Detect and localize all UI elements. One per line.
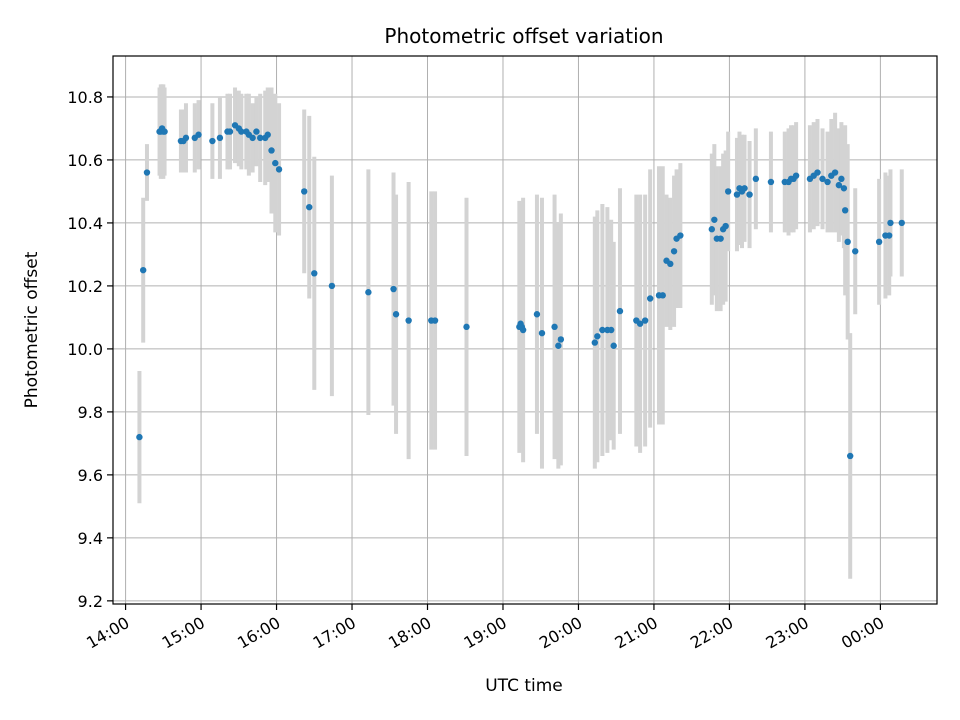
data-point — [819, 175, 826, 183]
data-point — [311, 270, 318, 277]
data-point — [249, 134, 256, 142]
data-point — [431, 317, 439, 324]
x-axis-label: UTC time — [485, 676, 563, 696]
data-point — [272, 159, 279, 167]
data-point — [555, 342, 562, 349]
data-point — [256, 134, 264, 142]
data-point — [238, 128, 245, 135]
data-points — [136, 122, 905, 460]
data-point — [136, 433, 143, 441]
data-point — [875, 238, 883, 246]
data-point — [746, 191, 753, 198]
data-point — [591, 339, 599, 346]
y-axis: 9.2 9.4 9.6 9.8 10.0 10.2 10.4 10.6 10.8 — [67, 88, 113, 611]
data-point — [328, 282, 336, 290]
data-point — [841, 207, 849, 214]
data-point — [306, 203, 313, 211]
data-point — [216, 134, 224, 142]
data-point — [607, 326, 615, 334]
data-point — [670, 248, 678, 255]
data-point — [898, 219, 905, 227]
data-point — [677, 232, 684, 239]
data-point — [646, 295, 654, 302]
data-point — [268, 147, 275, 154]
data-point — [885, 232, 893, 239]
data-point — [724, 188, 732, 195]
y-tick-label: 10.8 — [67, 88, 103, 107]
data-point — [533, 311, 541, 318]
data-point — [182, 134, 190, 142]
data-point — [390, 285, 397, 293]
data-point — [667, 260, 674, 268]
y-tick-label: 9.6 — [78, 466, 103, 485]
y-tick-label: 10.0 — [67, 340, 103, 359]
data-point — [636, 320, 644, 327]
data-point — [599, 326, 606, 334]
data-point — [557, 336, 565, 343]
data-point — [708, 226, 716, 233]
y-tick-label: 10.4 — [67, 214, 103, 233]
plot-area-frame — [112, 55, 938, 605]
data-point — [405, 317, 412, 324]
chart-title: Photometric offset variation — [384, 24, 663, 48]
y-tick-label: 9.2 — [78, 592, 103, 611]
data-point — [887, 219, 894, 227]
data-point — [139, 266, 147, 274]
data-point — [209, 137, 216, 145]
data-point — [463, 323, 470, 331]
data-point — [831, 169, 839, 176]
data-point — [161, 128, 168, 135]
data-point — [594, 333, 601, 340]
data-point — [143, 169, 151, 176]
data-point — [722, 222, 729, 230]
data-point — [519, 326, 527, 334]
data-point — [733, 191, 741, 198]
data-point — [767, 178, 775, 186]
data-point — [551, 323, 558, 331]
y-axis-label: Photometric offset — [22, 251, 42, 408]
y-tick-label: 9.8 — [78, 403, 103, 422]
data-point — [365, 289, 372, 296]
data-point — [275, 166, 283, 173]
y-tick-label: 9.4 — [78, 529, 103, 548]
data-point — [226, 128, 234, 135]
data-point — [835, 181, 843, 189]
data-point — [717, 235, 724, 242]
data-point — [641, 317, 649, 324]
data-point — [301, 188, 308, 195]
data-point — [711, 216, 718, 223]
data-point — [610, 342, 617, 349]
data-point — [752, 175, 760, 183]
data-point — [195, 131, 202, 138]
data-point — [792, 172, 800, 179]
data-point — [846, 452, 854, 460]
data-point — [814, 169, 821, 176]
data-point — [824, 178, 831, 186]
data-point — [741, 185, 748, 192]
data-point — [253, 128, 260, 135]
data-point — [659, 292, 666, 299]
y-tick-label: 10.2 — [67, 277, 103, 296]
data-point — [852, 248, 859, 255]
data-point — [838, 175, 845, 183]
y-tick-label: 10.6 — [67, 151, 103, 170]
data-point — [392, 311, 400, 318]
data-point — [538, 329, 546, 337]
data-point — [844, 238, 851, 246]
data-point — [840, 185, 848, 192]
data-point — [264, 131, 271, 138]
data-point — [616, 307, 624, 315]
